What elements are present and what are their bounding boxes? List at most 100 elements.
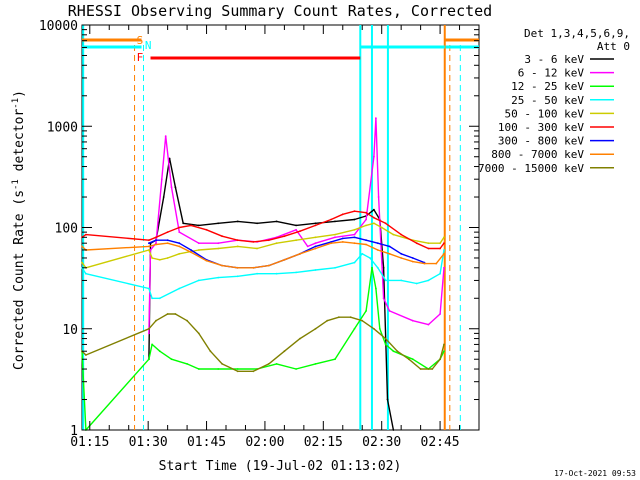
data-point <box>236 220 239 223</box>
data-point <box>151 297 154 300</box>
data-point <box>353 233 356 236</box>
data-point <box>334 358 336 361</box>
data-point <box>382 297 385 300</box>
data-point <box>411 260 414 263</box>
data-point <box>295 239 297 242</box>
data-point <box>252 370 255 373</box>
data-point <box>178 287 181 290</box>
data-point <box>81 261 83 264</box>
data-point <box>341 213 344 216</box>
data-point <box>275 220 278 223</box>
data-point <box>376 242 379 245</box>
data-point <box>85 272 87 275</box>
data-point <box>148 358 150 361</box>
data-point <box>267 239 270 242</box>
y-axis-ticks: 1 10 100 1000 10000 <box>39 19 479 439</box>
data-point <box>283 235 286 238</box>
data-point <box>295 368 297 370</box>
data-point <box>392 350 395 353</box>
data-point <box>190 249 192 251</box>
data-point <box>314 222 317 225</box>
data-point <box>256 222 258 225</box>
legend-label: 6 - 12 keV <box>518 67 585 80</box>
data-point <box>388 245 391 248</box>
data-point <box>275 242 278 245</box>
data-point <box>365 218 367 221</box>
data-point <box>283 350 286 353</box>
data-point <box>361 319 364 322</box>
data-point <box>174 313 177 315</box>
data-point <box>326 319 329 322</box>
y-tick-label: 10 <box>62 323 78 338</box>
data-point <box>166 313 169 315</box>
y-axis-label-end: ) <box>12 90 27 98</box>
data-point <box>341 237 344 240</box>
data-point <box>400 257 403 259</box>
legend-header-detectors: Det 1,3,4,5,6,9, <box>524 27 630 40</box>
legend-label: 25 - 50 keV <box>511 94 584 107</box>
data-point <box>155 239 157 242</box>
series-line <box>81 249 445 299</box>
data-point <box>197 368 200 370</box>
data-point <box>369 257 371 259</box>
data-point <box>155 243 157 246</box>
data-point <box>384 337 387 340</box>
data-point <box>373 216 375 219</box>
x-tick-label: 01:30 <box>129 435 168 450</box>
data-point <box>190 251 192 254</box>
data-point <box>275 363 278 365</box>
legend-label: 3 - 6 keV <box>524 53 584 66</box>
data-point <box>151 257 154 259</box>
y-axis-label-sup1: -1 <box>11 179 21 190</box>
data-point <box>85 233 87 236</box>
data-point <box>353 327 356 330</box>
data-point <box>384 222 387 225</box>
data-point <box>419 368 422 370</box>
data-point <box>197 224 200 227</box>
svg-text:Corrected Count Rate (s-1 dete: Corrected Count Rate (s-1 detector-1) <box>11 90 27 370</box>
data-point <box>380 226 383 229</box>
plot-area <box>81 24 480 431</box>
data-point <box>365 224 367 227</box>
data-point <box>283 258 286 261</box>
data-point <box>252 241 255 243</box>
flag-label: S <box>137 34 144 47</box>
data-point <box>415 242 418 245</box>
data-point <box>236 368 239 370</box>
data-point <box>166 239 169 242</box>
data-point <box>443 236 445 239</box>
data-point <box>174 186 177 189</box>
data-point <box>166 242 169 245</box>
legend-header-attenuator: Att 0 <box>597 40 630 53</box>
data-point <box>330 218 332 221</box>
data-point <box>295 271 297 274</box>
data-point <box>148 327 150 330</box>
data-point <box>221 264 224 267</box>
data-point <box>205 259 208 262</box>
data-point <box>365 310 367 312</box>
data-point <box>182 222 185 225</box>
data-point <box>314 236 317 239</box>
data-point <box>353 242 356 245</box>
data-point <box>158 258 161 261</box>
data-point <box>439 247 441 250</box>
data-point <box>338 316 340 319</box>
data-point <box>388 252 391 255</box>
data-point <box>388 310 391 312</box>
data-point <box>81 245 83 248</box>
data-point <box>427 323 430 326</box>
data-point <box>158 297 161 300</box>
data-point <box>314 245 317 248</box>
data-point <box>400 252 403 255</box>
y-tick-label: 100 <box>55 222 78 237</box>
data-point <box>205 228 208 231</box>
data-point <box>158 350 161 353</box>
data-point <box>197 279 200 282</box>
generation-timestamp: 17-Oct-2021 09:53 <box>554 469 636 478</box>
y-tick-label: 1 <box>70 424 78 439</box>
data-point <box>384 343 387 346</box>
legend-label: 100 - 300 keV <box>498 121 584 134</box>
data-point <box>371 266 373 269</box>
flag-label: F <box>137 51 144 64</box>
legend-label: 50 - 100 keV <box>505 107 585 120</box>
